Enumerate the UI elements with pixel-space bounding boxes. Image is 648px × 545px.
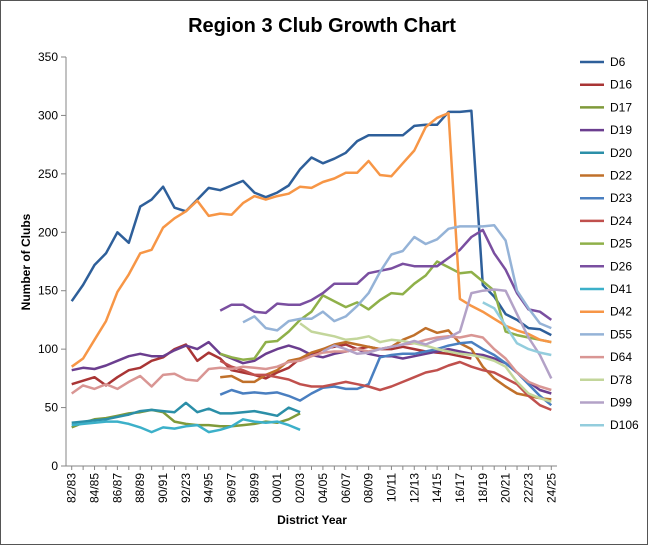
series-line [70,109,552,337]
series-line [219,340,553,407]
series-line [219,260,552,361]
series-line [242,224,552,332]
x-tick-label: 18/19 [476,473,490,503]
series-line [219,359,552,412]
series-line [322,288,553,379]
legend-label: D16 [610,78,632,92]
legend-label: D26 [610,259,632,273]
x-tick-label: 06/07 [339,473,353,503]
x-tick-label: 14/15 [430,473,444,503]
legend-label: D41 [610,282,632,296]
x-tick-label: 02/03 [293,473,307,503]
x-tick-label: 98/99 [247,473,261,503]
legend-label: D24 [610,214,632,228]
legend-label: D78 [610,373,632,387]
y-tick-label: 350 [38,50,58,64]
legend-label: D23 [610,191,632,205]
x-tick-label: 82/83 [65,473,79,503]
x-tick-label: 84/85 [88,473,102,503]
x-tick-label: 04/05 [316,473,330,503]
x-tick-label: 10/11 [384,473,398,502]
x-tick-label: 22/23 [521,473,535,503]
legend-label: D17 [610,100,632,114]
x-tick-label: 86/87 [110,473,124,503]
x-axis-label: District Year [277,513,347,527]
y-tick-label: 150 [38,284,58,298]
legend-label: D20 [610,146,632,160]
x-tick-label: 00/01 [270,473,284,503]
x-tick-label: 16/17 [453,473,467,503]
y-tick-label: 250 [38,167,58,181]
series-line [482,301,552,357]
y-tick-label: 100 [38,342,58,356]
legend-label: D22 [610,169,632,183]
x-tick-label: 08/09 [362,473,376,503]
x-tick-label: 90/91 [156,473,170,503]
series-line [71,401,301,425]
x-tick-label: 92/23 [179,473,193,503]
x-tick-label: 20/21 [499,473,513,503]
y-tick-label: 0 [51,459,58,473]
y-tick-label: 50 [45,401,59,415]
x-tick-label: 88/89 [133,473,147,503]
chart-title: Region 3 Club Growth Chart [188,15,456,37]
series-line [70,111,552,368]
legend-label: D55 [610,327,632,341]
y-axis-label: Number of Clubs [19,213,33,310]
legend-label: D6 [610,55,626,69]
series-line [71,418,301,434]
y-tick-label: 300 [38,108,58,122]
series-line [70,333,552,395]
x-tick-label: 94/95 [202,473,216,503]
legend-label: D25 [610,237,632,251]
legend-label: D64 [610,350,632,364]
legend-label: D42 [610,305,632,319]
series-line [219,228,553,321]
y-tick-label: 200 [38,225,58,239]
x-tick-label: 96/97 [225,473,239,503]
x-tick-label: 24/25 [544,473,558,503]
x-tick-label: 12/13 [407,473,421,503]
legend-label: D99 [610,396,632,410]
legend-label: D19 [610,123,632,137]
legend-label: D106 [610,418,639,432]
